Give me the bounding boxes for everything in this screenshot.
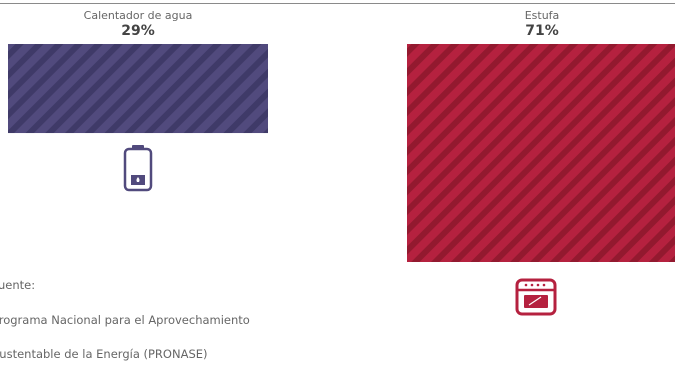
stove-oven-icon [515,278,557,316]
source-label: Fuente: [0,278,36,292]
source-line-2: Sustentable de la Energía (PRONASE) [0,347,208,361]
value-label-calentador: 29% [121,23,155,39]
source-note: Fuente: Programa Nacional para el Aprove… [0,257,250,372]
bar-calentador-de-agua [8,44,268,134]
bar-chart [8,44,675,262]
source-line-1: Programa Nacional para el Aprovechamient… [0,312,250,327]
category-label-estufa: Estufa [524,9,560,22]
category-label-calentador: Calentador de agua [83,9,193,22]
bar-estufa [407,44,675,262]
water-heater-icon [123,145,153,192]
value-label-estufa: 71% [525,23,559,39]
top-rule [0,3,675,4]
